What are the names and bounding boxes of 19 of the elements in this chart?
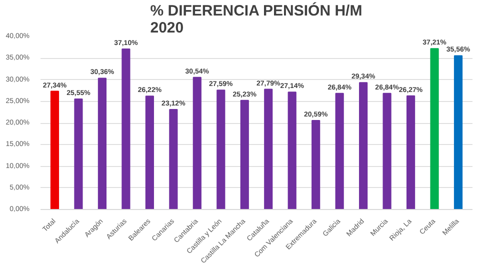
bar	[454, 55, 463, 210]
bar	[122, 48, 130, 210]
bar	[216, 90, 226, 210]
bar	[406, 95, 416, 210]
bar	[335, 92, 344, 210]
bar	[50, 90, 60, 210]
bar	[288, 92, 296, 210]
bar	[98, 78, 107, 210]
bar	[169, 109, 178, 210]
bar	[359, 82, 368, 210]
bar	[312, 120, 320, 210]
bar	[264, 88, 273, 210]
bar	[382, 92, 392, 210]
bar	[192, 76, 202, 210]
bar	[430, 48, 439, 210]
bar	[240, 100, 249, 210]
bar	[74, 98, 83, 210]
bar	[145, 96, 154, 210]
chart-title: % DIFERENCIA PENSIÓN H/M 2020	[150, 2, 362, 36]
